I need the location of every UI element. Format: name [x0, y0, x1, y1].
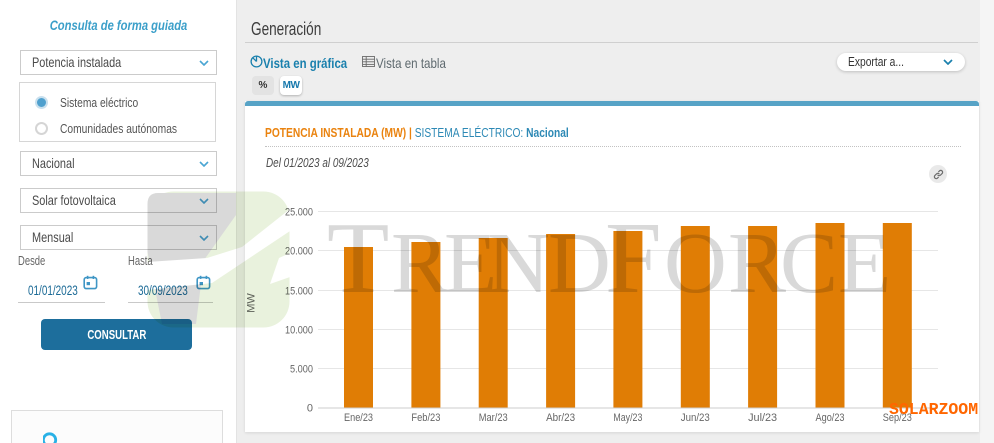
svg-text:Feb/23: Feb/23 — [411, 412, 440, 424]
svg-text:Ago/23: Ago/23 — [816, 412, 845, 424]
svg-text:Mar/23: Mar/23 — [479, 412, 508, 424]
svg-text:E: E — [444, 214, 497, 311]
svg-text:Jun/23: Jun/23 — [681, 412, 710, 424]
svg-text:C: C — [780, 214, 838, 311]
svg-text:F: F — [605, 202, 662, 315]
svg-text:20.000: 20.000 — [285, 246, 313, 258]
svg-text:Abr/23: Abr/23 — [546, 412, 575, 424]
svg-text:15.000: 15.000 — [285, 286, 313, 298]
svg-text:25.000: 25.000 — [285, 207, 313, 219]
svg-text:10.000: 10.000 — [285, 325, 313, 337]
svg-text:T: T — [327, 202, 389, 315]
svg-text:R: R — [728, 214, 786, 311]
svg-text:May/23: May/23 — [613, 412, 642, 424]
svg-text:Sep/23: Sep/23 — [883, 412, 912, 424]
svg-text:5.000: 5.000 — [290, 364, 313, 376]
svg-text:Jul/23: Jul/23 — [748, 412, 777, 424]
svg-text:0: 0 — [307, 403, 313, 415]
svg-text:D: D — [548, 214, 611, 311]
svg-text:Ene/23: Ene/23 — [344, 412, 373, 424]
svg-text:R: R — [391, 214, 449, 311]
svg-text:E: E — [838, 214, 891, 311]
svg-text:O: O — [664, 214, 727, 311]
svg-text:N: N — [487, 214, 550, 311]
